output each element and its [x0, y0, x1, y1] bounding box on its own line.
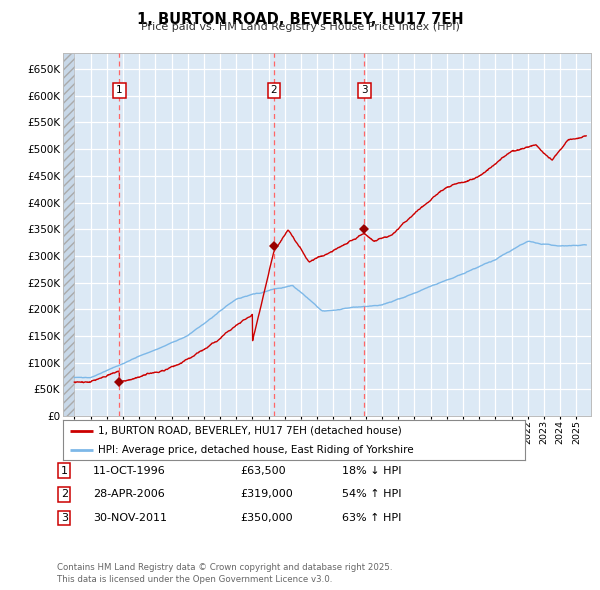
- Text: Contains HM Land Registry data © Crown copyright and database right 2025.
This d: Contains HM Land Registry data © Crown c…: [57, 563, 392, 584]
- Text: 54% ↑ HPI: 54% ↑ HPI: [342, 490, 401, 499]
- Text: HPI: Average price, detached house, East Riding of Yorkshire: HPI: Average price, detached house, East…: [98, 445, 413, 455]
- Text: 2: 2: [271, 86, 277, 96]
- Text: 3: 3: [61, 513, 68, 523]
- Text: 18% ↓ HPI: 18% ↓ HPI: [342, 466, 401, 476]
- Polygon shape: [63, 53, 74, 416]
- Text: 1, BURTON ROAD, BEVERLEY, HU17 7EH: 1, BURTON ROAD, BEVERLEY, HU17 7EH: [137, 12, 463, 27]
- Text: 2: 2: [61, 490, 68, 499]
- Text: £350,000: £350,000: [240, 513, 293, 523]
- Text: 11-OCT-1996: 11-OCT-1996: [93, 466, 166, 476]
- Text: 28-APR-2006: 28-APR-2006: [93, 490, 165, 499]
- Text: 30-NOV-2011: 30-NOV-2011: [93, 513, 167, 523]
- Text: 1: 1: [61, 466, 68, 476]
- Text: Price paid vs. HM Land Registry's House Price Index (HPI): Price paid vs. HM Land Registry's House …: [140, 22, 460, 32]
- Text: £63,500: £63,500: [240, 466, 286, 476]
- Text: 1, BURTON ROAD, BEVERLEY, HU17 7EH (detached house): 1, BURTON ROAD, BEVERLEY, HU17 7EH (deta…: [98, 425, 401, 435]
- Text: 1: 1: [116, 86, 122, 96]
- Text: 3: 3: [361, 86, 368, 96]
- Text: 63% ↑ HPI: 63% ↑ HPI: [342, 513, 401, 523]
- Text: £319,000: £319,000: [240, 490, 293, 499]
